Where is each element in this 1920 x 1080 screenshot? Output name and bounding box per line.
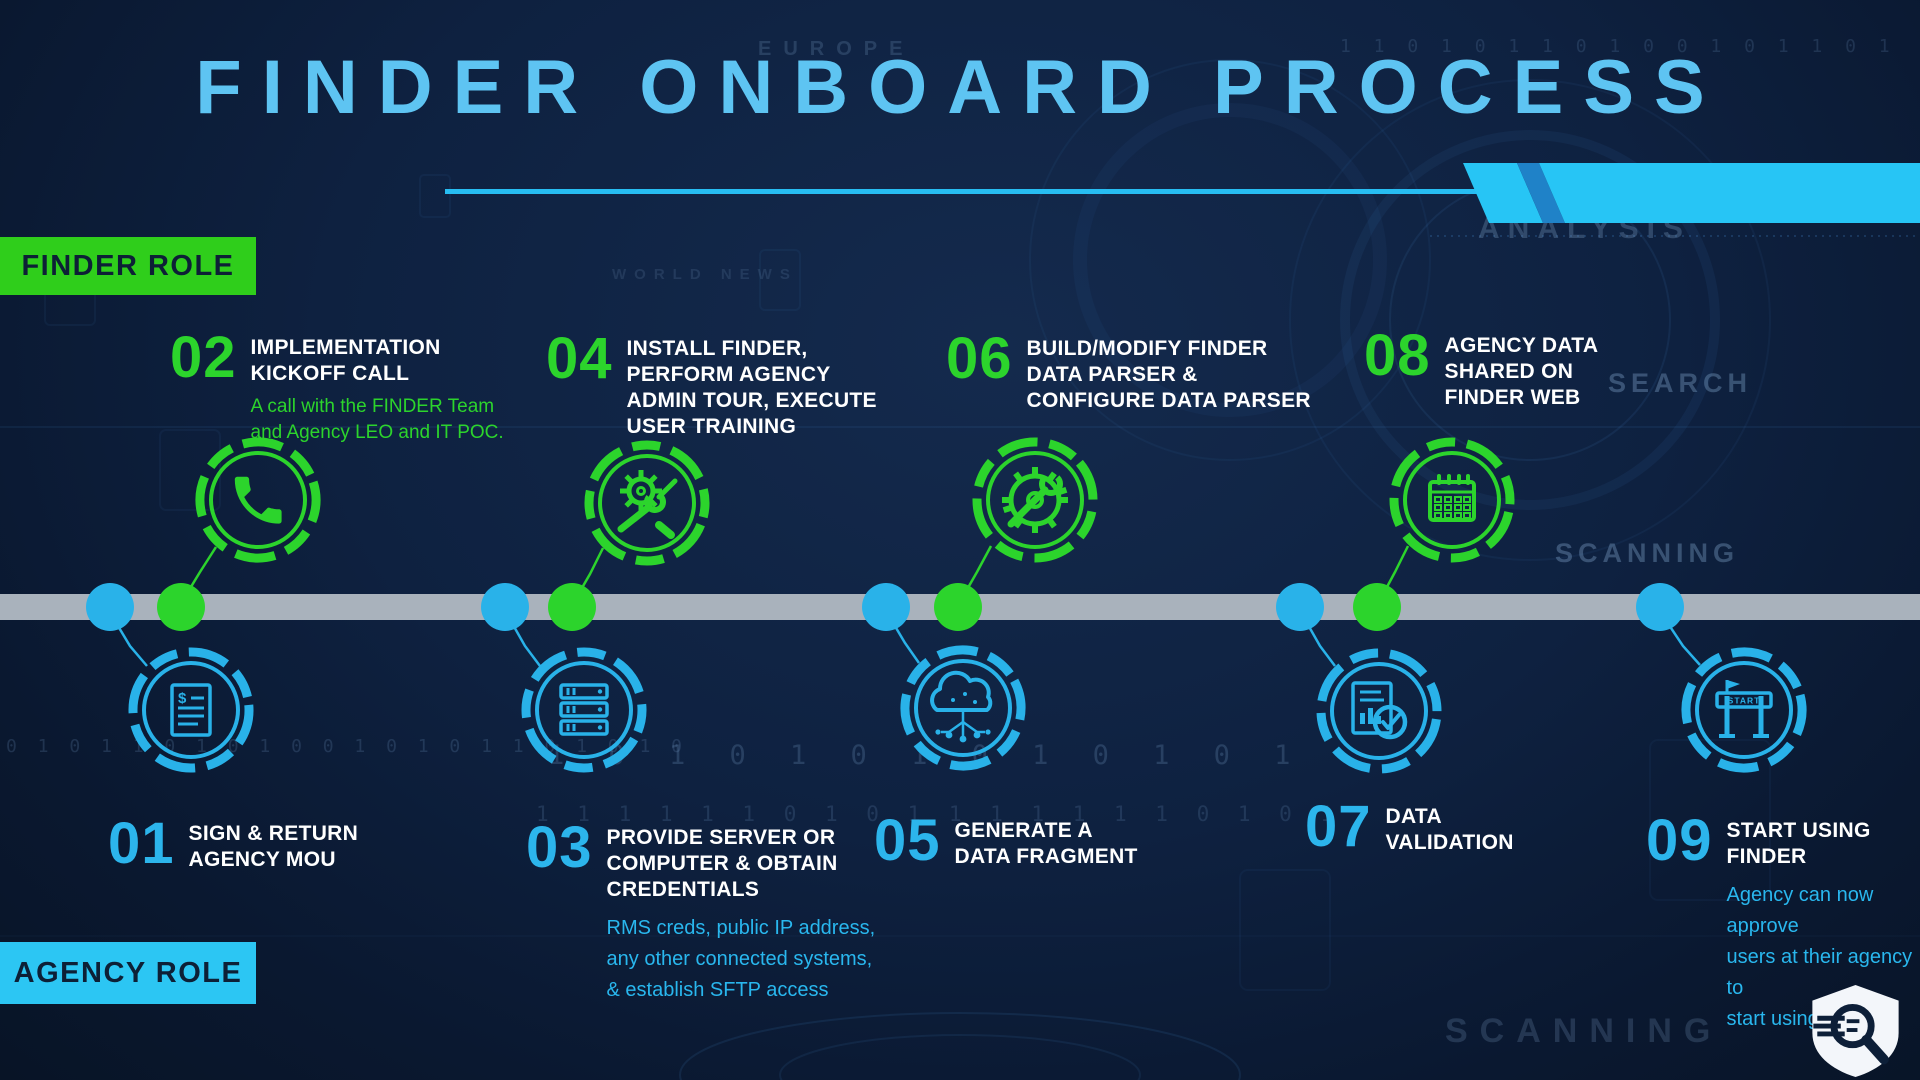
step-title: BUILD/MODIFY FINDER DATA PARSER & CONFIG… [1026,337,1311,412]
finder-shield-magnifier-logo [1812,984,1899,1078]
cloud-network-icon [900,645,1026,771]
step-07: 07 DATA VALIDATION [1305,794,1514,859]
timeline-dot-step-01 [86,583,134,631]
timeline-dot-step-05 [862,583,910,631]
step-title: IMPLEMENTATION KICKOFF CALL [250,336,441,385]
step-number: 05 [874,808,941,873]
step-number: 06 [946,326,1013,391]
step-06: 06 BUILD/MODIFY FINDER DATA PARSER & CON… [946,326,1311,414]
step-01: 01 SIGN & RETURN AGENCY MOU [108,811,359,876]
step-number: 02 [170,325,237,390]
gears-tools-icon [584,440,710,566]
timeline-dot-step-08 [1353,583,1401,631]
step-description: RMS creds, public IP address, any other … [606,917,876,1001]
agency-role-badge: AGENCY ROLE [0,942,256,1004]
step-title: PROVIDE SERVER OR COMPUTER & OBTAIN CRED… [606,826,838,901]
gear-wrench-icon [972,437,1098,563]
step-number: 01 [108,811,175,876]
timeline-dot-step-07 [1276,583,1324,631]
timeline-dot-step-03 [481,583,529,631]
finder-role-badge: FINDER ROLE [0,237,256,295]
header-ribbon [1463,163,1920,223]
step-title: GENERATE A DATA FRAGMENT [954,819,1138,868]
title-underline [445,189,1497,194]
step-02: 02 IMPLEMENTATION KICKOFF CALL A call wi… [170,325,504,446]
page-title: FINDER ONBOARD PROCESS [195,45,1725,130]
phone-icon [195,437,321,563]
step-title: START USING FINDER [1726,819,1871,868]
step-number: 08 [1364,323,1431,388]
step-number: 04 [546,326,613,391]
step-title: SIGN & RETURN AGENCY MOU [188,822,359,871]
report-check-icon [1316,648,1442,774]
server-icon [521,647,647,773]
step-05: 05 GENERATE A DATA FRAGMENT [874,808,1138,873]
dollar-glyph: $ [178,690,187,707]
document-dollar-icon: $ [128,647,254,773]
step-description: A call with the FINDER Team and Agency L… [250,396,504,443]
timeline-dot-step-09 [1636,583,1684,631]
step-number: 07 [1305,794,1372,859]
step-09: 09 START USING FINDER Agency can now app… [1646,808,1920,1035]
step-04: 04 INSTALL FINDER, PERFORM AGENCY ADMIN … [546,326,877,440]
timeline-dot-step-02 [157,583,205,631]
timeline-dot-step-06 [934,583,982,631]
timeline-dot-step-04 [548,583,596,631]
step-number: 03 [526,815,593,880]
step-number: 09 [1646,808,1713,873]
calendar-icon [1389,437,1515,563]
step-08: 08 AGENCY DATA SHARED ON FINDER WEB [1364,323,1599,411]
step-title: INSTALL FINDER, PERFORM AGENCY ADMIN TOU… [626,337,877,438]
step-03: 03 PROVIDE SERVER OR COMPUTER & OBTAIN C… [526,815,876,1006]
step-title: DATA VALIDATION [1385,805,1514,854]
agency-role-label: AGENCY ROLE [13,956,243,989]
step-title: AGENCY DATA SHARED ON FINDER WEB [1444,334,1599,409]
finder-role-label: FINDER ROLE [21,249,235,282]
start-gate-icon: START [1681,647,1807,773]
start-gate-label: START [1728,696,1761,706]
